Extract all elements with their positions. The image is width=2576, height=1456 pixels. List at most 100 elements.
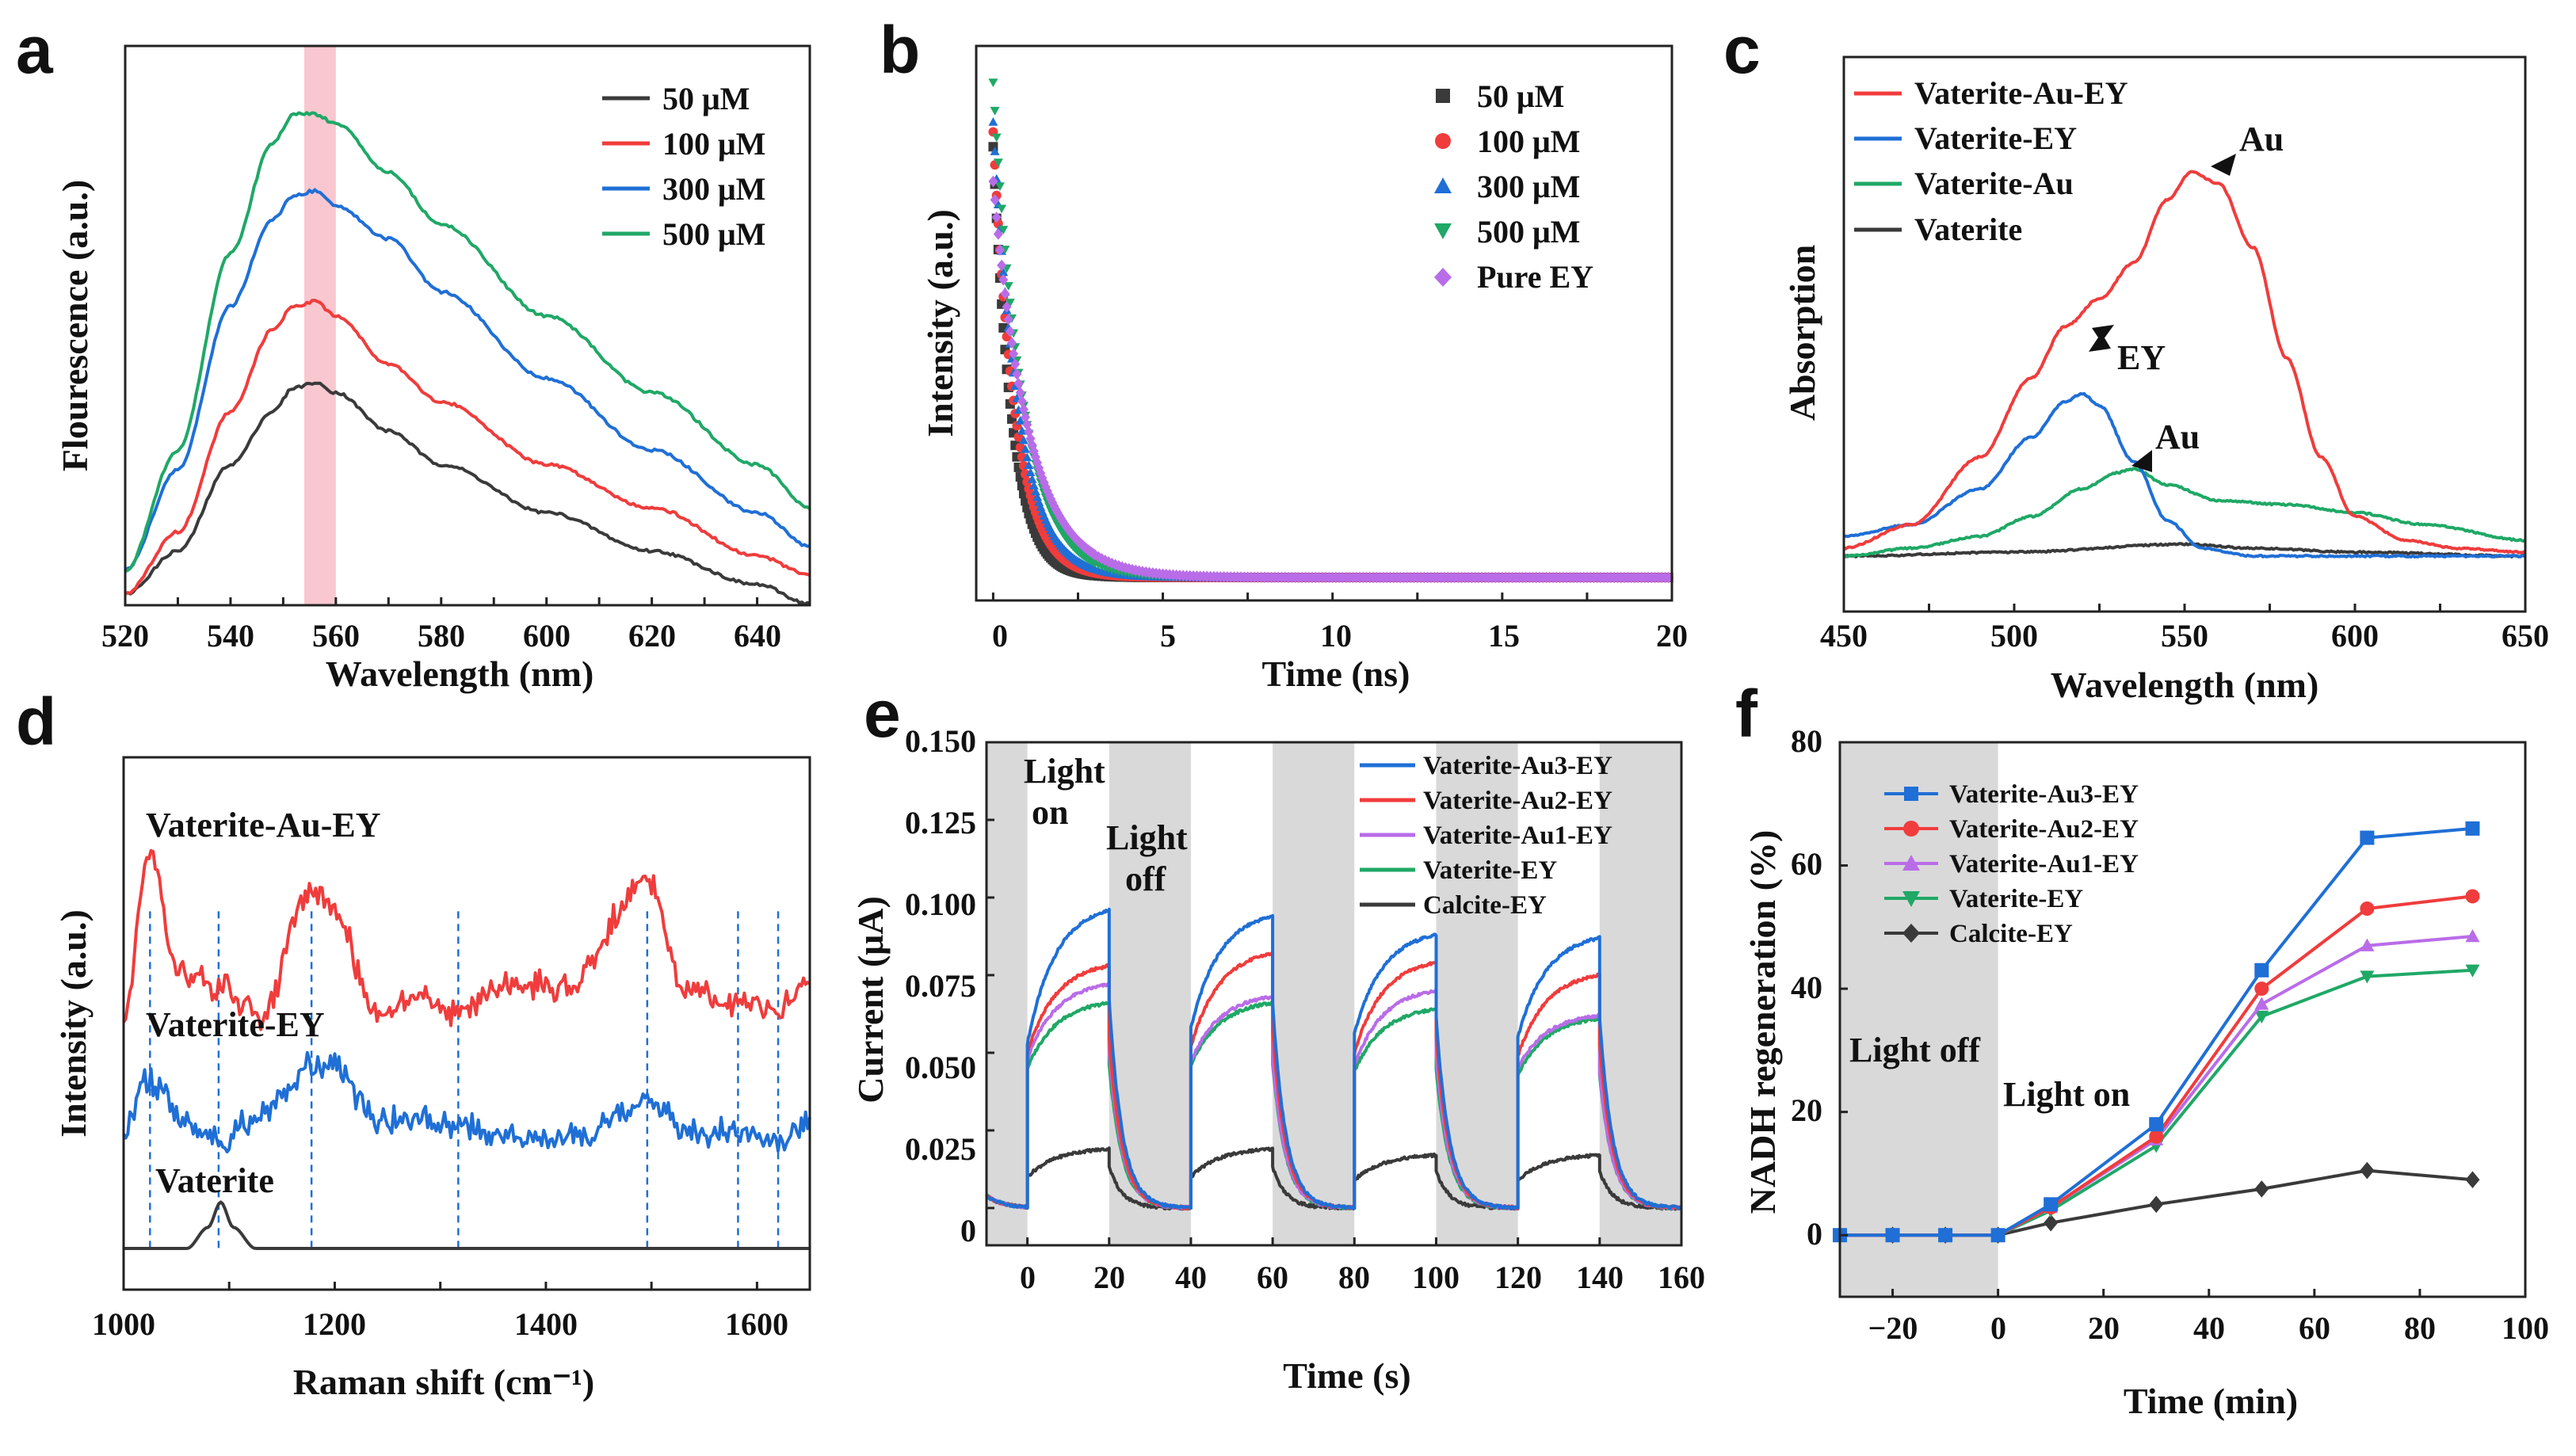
x-tick-label: 5 [1160,618,1176,654]
data-point [2149,1129,2164,1144]
data-point [1097,553,1107,565]
data-point [1028,480,1039,490]
legend-marker-diamond [1434,268,1452,287]
x-axis-label: Time (ns) [1262,654,1410,694]
y-tick-label: 0.125 [905,805,976,840]
panel-a-xticks: 520 540 560 580 600 620 640 [101,618,781,654]
y-axis-label: NADH regeneration (%) [1742,830,1783,1214]
data-point [2360,970,2375,984]
x-tick-label: 40 [2193,1310,2225,1346]
data-point [1022,452,1032,462]
data-point [1003,314,1013,326]
x-tick-label: 450 [1820,618,1868,654]
series-line [1842,170,2526,555]
data-point [1025,467,1036,477]
x-tick-label: 15 [1488,618,1520,654]
dark-interval [1599,742,1681,1245]
trace-label: Vaterite [155,1161,274,1200]
x-tick-label: 0 [1020,1260,1036,1295]
panel-c-xticks: 450 500 550 600 650 [1820,618,2549,654]
panel-d-xticks: 1000 1200 1400 1600 [92,1306,788,1342]
legend-label: Vaterite-Au1-EY [1423,821,1612,850]
panel-e-xticks: 0 20 40 60 80 100 120 140 160 [1020,1260,1705,1295]
data-point [991,133,1002,143]
data-point [2465,889,2480,904]
x-tick-label: 520 [101,618,149,654]
data-point [2360,830,2375,845]
panel-f-yticks: 0 20 40 60 80 [1791,723,1822,1252]
x-tick-label: 160 [1658,1260,1705,1295]
data-point [990,106,1000,116]
data-point [993,228,1003,240]
data-point [1013,378,1024,390]
data-point [1938,1228,1953,1243]
legend-label: 500 μM [662,216,765,252]
x-tick-label: 10 [1320,618,1352,654]
panel-b-frame [975,44,1673,602]
data-point [2360,1161,2375,1180]
x-tick-label: 140 [1576,1260,1624,1295]
x-axis-label: Raman shift (cm⁻¹) [293,1362,594,1402]
data-point [2465,1171,2480,1189]
annotation-light-off-2: off [1125,859,1167,898]
x-tick-label: 60 [2299,1310,2330,1346]
panel-a: a 520 540 560 580 600 620 640 Wavelength… [16,13,811,694]
data-point [994,244,1005,256]
x-axis-label: Time (min) [2124,1381,2298,1421]
x-axis-label: Wavelength (nm) [2051,665,2319,705]
x-tick-label: 100 [2502,1310,2549,1346]
panel-f-xticks: −20 0 20 40 60 80 100 [1868,1310,2549,1346]
x-tick-label: 1600 [725,1306,788,1342]
data-point [2044,1214,2059,1232]
y-axis-label: Intensity (a.u.) [53,909,93,1138]
legend-marker-triangle-down [1434,223,1452,239]
panel-d-plot [122,848,811,1290]
panel-c-legend: Vaterite-Au-EY Vaterite-EY Vaterite-Au V… [1854,75,2128,247]
x-tick-label: 60 [1257,1260,1288,1295]
trace-label: Vaterite-Au-EY [146,806,381,844]
data-point [2149,1195,2164,1214]
series-line [1843,542,2527,558]
annotation-light-off-1: Light [1106,818,1188,857]
legend-marker-square [1904,787,1918,801]
dark-interval [987,742,1028,1245]
y-tick-label: 20 [1791,1092,1822,1128]
data-point [1010,358,1021,370]
data-point [1037,472,1048,484]
panel-f-legend: Vaterite-Au3-EY Vaterite-Au2-EY Vaterite… [1884,780,2139,948]
panel-c-plot [1842,170,2527,612]
data-point [2254,981,2269,997]
data-point [1015,416,1025,425]
data-point [1018,435,1028,444]
y-tick-label: 0.075 [905,968,976,1004]
panel-f-plot [1833,741,2527,1297]
panel-label-e: e [864,677,901,751]
series-line [122,848,811,1031]
data-point [1093,551,1104,563]
y-tick-label: 60 [1791,846,1822,882]
data-point [1025,433,1036,444]
y-tick-label: 0.050 [905,1050,976,1085]
y-axis-label: Absorption [1782,245,1822,421]
y-tick-label: 0 [960,1213,976,1248]
data-point [998,274,1009,286]
x-tick-label: −20 [1868,1310,1918,1346]
legend-marker-triangle [1902,855,1920,871]
x-tick-label: 550 [2161,618,2208,654]
panel-c-annotations: Au EY Au [2089,120,2284,472]
legend-label: Vaterite-Au1-EY [1949,850,2139,879]
legend-marker-triangle-down [1902,891,1920,907]
panel-b: b 0 5 10 15 20 Time (ns) Intensity (a.u.… [880,13,1688,694]
legend-label: Vaterite-Au3-EY [1423,752,1612,780]
panel-b-plot [988,78,1673,600]
legend-label: Vaterite-Au [1914,166,2074,201]
x-tick-label: 580 [418,618,465,654]
x-axis-label: Wavelength (nm) [326,654,594,694]
data-point [1005,326,1015,337]
data-point [1039,476,1049,489]
legend-label: Vaterite-Au2-EY [1423,787,1612,815]
y-tick-label: 80 [1791,723,1822,759]
panel-b-legend: 50 μM 100 μM 300 μM 500 μM Pure EY [1434,78,1593,295]
data-point [997,259,1007,272]
